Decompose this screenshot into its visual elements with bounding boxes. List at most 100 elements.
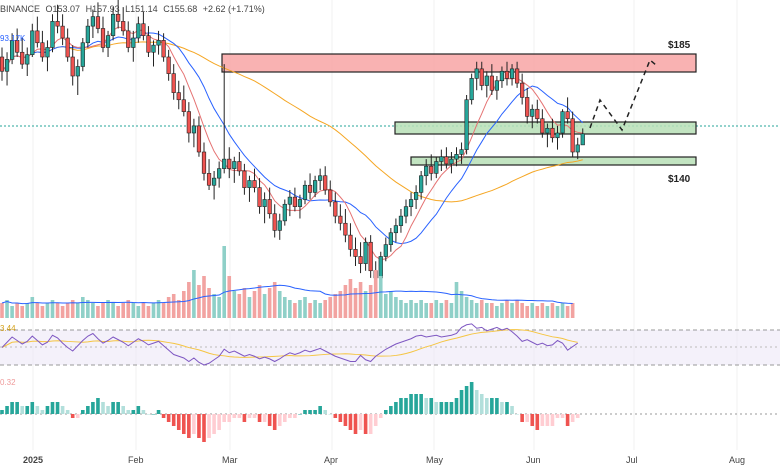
target-price-label: $185 (668, 40, 691, 51)
macd-bar (485, 398, 489, 414)
candle-body (348, 234, 353, 250)
candle-body (126, 30, 131, 48)
month-label: May (426, 455, 444, 465)
candle-body (575, 144, 580, 153)
macd-bar (575, 414, 580, 418)
candle-body (186, 111, 191, 134)
macd-bar (479, 394, 484, 414)
macd-bar (65, 410, 70, 414)
volume-bar (252, 291, 257, 318)
low-value: L151.14 (125, 4, 158, 14)
volume-bar (212, 294, 216, 318)
volume-bar (560, 303, 565, 318)
candle-body (312, 180, 318, 193)
macd-bar (232, 414, 237, 418)
candle-body (570, 118, 575, 153)
volume-bar (394, 297, 398, 318)
candle-body (454, 154, 459, 160)
volume-bar (535, 306, 540, 318)
volume-bar (247, 297, 252, 318)
candle-body (550, 127, 555, 139)
candle-body (297, 199, 303, 207)
volume-ma-line (1, 284, 573, 305)
candle-body (217, 168, 222, 179)
macd-bar (540, 414, 545, 426)
macd-bar (0, 410, 4, 414)
volume-bar (515, 300, 519, 318)
volume-bar (227, 276, 232, 318)
volume-bar (550, 303, 555, 318)
macd-bar (373, 414, 378, 426)
volume-bar (277, 291, 282, 318)
macd-bar (141, 410, 146, 414)
candle-body (479, 68, 484, 86)
grid-lines (32, 0, 738, 450)
macd-bar (187, 414, 191, 438)
macd-bar (20, 406, 24, 414)
candle-body (136, 23, 141, 39)
volume-bar (136, 306, 141, 318)
volume-bar (500, 303, 504, 318)
volume-bar (570, 303, 575, 318)
macd-bar (166, 414, 171, 422)
candle-body (413, 192, 419, 200)
volume-bar (86, 300, 90, 318)
volume-bar (419, 300, 423, 318)
candle-body (338, 215, 343, 224)
macd-bar (338, 414, 343, 422)
candle-body (565, 111, 570, 120)
month-label: Feb (128, 455, 144, 465)
candle-body (50, 21, 55, 48)
candle-body (469, 78, 474, 101)
candle-body (358, 256, 363, 264)
volume-bar (389, 291, 393, 318)
macd-bar (535, 414, 540, 430)
macd-bar (368, 414, 373, 434)
macd-bar (262, 414, 267, 422)
macd-bar (500, 402, 504, 414)
macd-bar (35, 406, 40, 414)
volume-bar (35, 303, 40, 318)
candle-body (514, 68, 520, 84)
candle-body (449, 158, 454, 165)
macd-bar (156, 410, 161, 414)
volume-bar (459, 291, 464, 318)
candle-body (4, 59, 10, 72)
candle-body (580, 133, 585, 146)
candle-body (116, 13, 121, 22)
volume-bar (363, 291, 368, 318)
candle-body (535, 108, 540, 120)
rsi-ma-line (1, 329, 578, 358)
candle-body (35, 30, 40, 44)
volume-bar (520, 303, 524, 318)
macd-bar (70, 414, 75, 418)
volume-bar (399, 300, 403, 318)
rsi-line (1, 323, 578, 366)
candle-body (212, 177, 217, 186)
macd-bar (545, 414, 550, 426)
macd-bar (55, 402, 60, 414)
macd-bar (136, 406, 141, 414)
volume-bar (444, 300, 449, 318)
candle-body (45, 47, 50, 58)
candle-body (378, 256, 383, 279)
macd-bar (333, 414, 338, 418)
volume-bar (464, 297, 469, 318)
volume-bar (373, 270, 378, 318)
candle-body (237, 161, 242, 172)
volume-bar (288, 300, 292, 318)
support-zone-lower[interactable] (410, 156, 697, 166)
macd-bar (161, 414, 166, 418)
macd-bar (434, 402, 439, 414)
macd-bar (176, 414, 181, 430)
candle-body (525, 97, 530, 117)
macd-bar (86, 406, 90, 414)
macd-bar (424, 398, 428, 414)
ma-value-label: 93.17K (0, 34, 26, 43)
resistance-zone[interactable] (221, 53, 697, 73)
volume-bar (409, 300, 413, 318)
volume-bar (50, 300, 55, 318)
macd-bar (252, 414, 257, 418)
macd-bar (15, 402, 19, 414)
